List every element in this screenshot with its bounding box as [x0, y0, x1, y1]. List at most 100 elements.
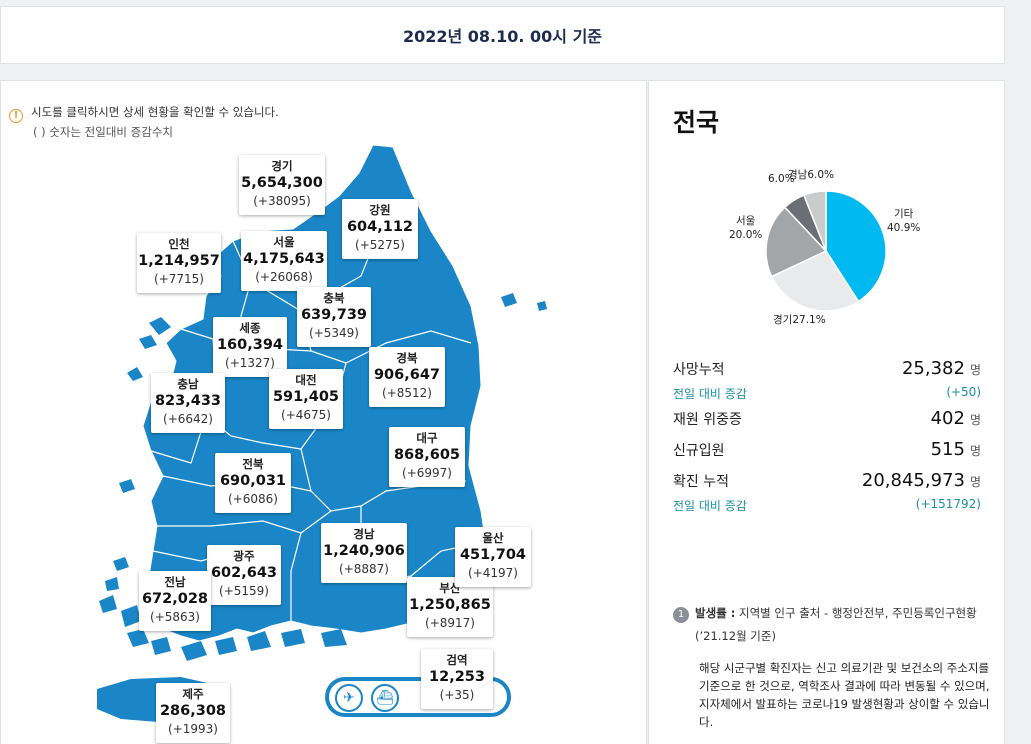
summary-title: 전국	[673, 108, 720, 137]
confirmed-delta-row: 전일 대비 증감 (+151792)	[673, 497, 981, 514]
deaths-value: 25,382	[901, 358, 965, 379]
critical-label: 재원 위중증	[673, 412, 742, 428]
region-name: 검역	[446, 653, 468, 667]
region-daegu[interactable]: 대구 868,605 (+6997)	[389, 427, 465, 487]
region-total: 602,643	[210, 565, 278, 581]
region-delta: (+6997)	[402, 466, 452, 480]
confirmed-row: 확진 누적 20,845,973 명	[673, 470, 981, 491]
western-islands	[99, 293, 547, 661]
region-name: 세종	[239, 321, 261, 335]
ship-icon[interactable]: ⛴	[371, 684, 399, 712]
pie-slice	[765, 206, 828, 278]
region-gyeongbuk[interactable]: 경북 906,647 (+8512)	[369, 347, 445, 407]
region-total: 160,394	[216, 337, 284, 353]
incidence-footnote: 1 발생률 : 지역별 인구 출처 - 행정안전부, 주민등록인구현황 (’21.…	[673, 604, 977, 646]
region-sejong[interactable]: 세종 160,394 (+1327)	[213, 317, 287, 377]
region-delta: (+8512)	[382, 386, 432, 400]
region-seoul[interactable]: 서울 4,175,643 (+26068)	[241, 231, 327, 291]
footnote-title: 발생률 :	[695, 606, 736, 620]
region-delta: (+8887)	[339, 562, 389, 576]
deaths-delta: (+50)	[946, 385, 981, 399]
region-name: 제주	[182, 687, 204, 701]
region-total: 868,605	[393, 447, 461, 463]
region-jeju[interactable]: 제주 286,308 (+1993)	[156, 683, 230, 743]
pie-slice	[770, 250, 860, 312]
region-total: 906,647	[373, 367, 441, 383]
confirmed-unit: 명	[969, 475, 981, 489]
region-incheon[interactable]: 인천 1,214,957 (+7715)	[137, 233, 221, 293]
region-delta: (+1327)	[225, 356, 275, 370]
pie-label-gyeonggi: 경기27.1%	[773, 314, 826, 326]
region-delta: (+4675)	[281, 408, 331, 422]
deaths-delta-label: 전일 대비 증감	[673, 387, 747, 401]
footnote-number: 1	[673, 607, 689, 623]
confirmed-value: 20,845,973	[861, 470, 965, 491]
footnote-date: (’21.12월 기준)	[695, 629, 776, 643]
region-total: 1,250,865	[409, 597, 491, 613]
region-name: 대전	[295, 373, 317, 387]
deaths-delta-row: 전일 대비 증감 (+50)	[673, 385, 981, 402]
footnote-text: 지역별 인구 출처 - 행정안전부, 주민등록인구현황	[739, 606, 977, 620]
pie-label-gita: 기타 40.9%	[887, 208, 921, 234]
summary-panel: 전국 기타 40.9% 경기27.1% 서울 20.0% 6.0% 경남6.0% 사…	[648, 80, 1005, 744]
region-total: 12,253	[429, 669, 485, 685]
region-total: 591,405	[272, 389, 340, 405]
region-gyeongnam[interactable]: 경남 1,240,906 (+8887)	[321, 523, 407, 583]
region-jeonbuk[interactable]: 전북 690,031 (+6086)	[215, 453, 291, 513]
region-gangwon[interactable]: 강원 604,112 (+5275)	[342, 199, 418, 259]
confirmed-delta-label: 전일 대비 증감	[673, 499, 747, 513]
region-name: 충남	[177, 377, 199, 391]
new-admission-value: 515	[930, 439, 965, 460]
region-total: 604,112	[346, 219, 414, 235]
region-total: 286,308	[159, 703, 227, 719]
region-delta: (+38095)	[253, 194, 311, 208]
deaths-row: 사망누적 25,382 명	[673, 358, 981, 379]
region-name: 대구	[416, 431, 438, 445]
region-total: 5,654,300	[241, 175, 323, 191]
pie-label-gyeongnam: 경남6.0%	[788, 169, 835, 181]
distribution-pie	[765, 190, 887, 312]
date-header: 2022년 08.10. 00시 기준	[0, 6, 1005, 64]
region-delta: (+5863)	[150, 610, 200, 624]
region-total: 4,175,643	[243, 251, 325, 267]
critical-unit: 명	[969, 413, 981, 427]
region-name: 경남	[353, 527, 375, 541]
date-label: 2022년 08.10. 00시 기준	[402, 27, 603, 46]
region-name: 인천	[168, 237, 190, 251]
region-total: 451,704	[459, 547, 527, 563]
deaths-unit: 명	[969, 363, 981, 377]
region-delta: (+7715)	[154, 272, 204, 286]
region-name: 울산	[482, 531, 504, 545]
region-daejeon[interactable]: 대전 591,405 (+4675)	[269, 369, 343, 429]
new-admission-row: 신규입원 515 명	[673, 439, 981, 460]
region-quarantine[interactable]: 검역 12,253 (+35)	[421, 649, 493, 709]
info-icon: !	[9, 109, 23, 123]
notice-line1: 시도를 클릭하시면 상세 현황을 확인할 수 있습니다.	[31, 105, 279, 119]
region-busan[interactable]: 부산 1,250,865 (+8917)	[407, 577, 493, 637]
pie-label-other-small: 6.0%	[768, 173, 795, 185]
region-delta: (+1993)	[168, 722, 218, 736]
map-panel: ! 시도를 클릭하시면 상세 현황을 확인할 수 있습니다. ( ) 숫자는 전일…	[0, 80, 647, 744]
region-gyeonggi[interactable]: 경기 5,654,300 (+38095)	[239, 155, 325, 215]
region-delta: (+5275)	[355, 238, 405, 252]
region-delta: (+26068)	[255, 270, 313, 284]
confirmed-delta: (+151792)	[915, 497, 981, 511]
region-name: 경기	[271, 159, 293, 173]
region-name: 경북	[396, 351, 418, 365]
region-name: 서울	[273, 235, 295, 249]
deaths-label: 사망누적	[673, 362, 725, 378]
airplane-icon[interactable]: ✈	[335, 684, 363, 712]
region-delta: (+6642)	[163, 412, 213, 426]
region-ulsan[interactable]: 울산 451,704 (+4197)	[455, 527, 531, 587]
region-chungnam[interactable]: 충남 823,433 (+6642)	[151, 373, 225, 433]
region-total: 1,214,957	[138, 253, 220, 269]
pie-slice	[802, 190, 827, 252]
region-name: 강원	[369, 203, 391, 217]
region-gwangju[interactable]: 광주 602,643 (+5159)	[207, 545, 281, 605]
region-name: 전남	[164, 575, 186, 589]
region-name: 전북	[242, 457, 264, 471]
region-jeonnam[interactable]: 전남 672,028 (+5863)	[139, 571, 211, 631]
notice-line2: ( ) 숫자는 전일대비 증감수치	[33, 125, 173, 139]
region-delta: (+35)	[439, 688, 475, 702]
region-chungbuk[interactable]: 충북 639,739 (+5349)	[297, 287, 371, 347]
